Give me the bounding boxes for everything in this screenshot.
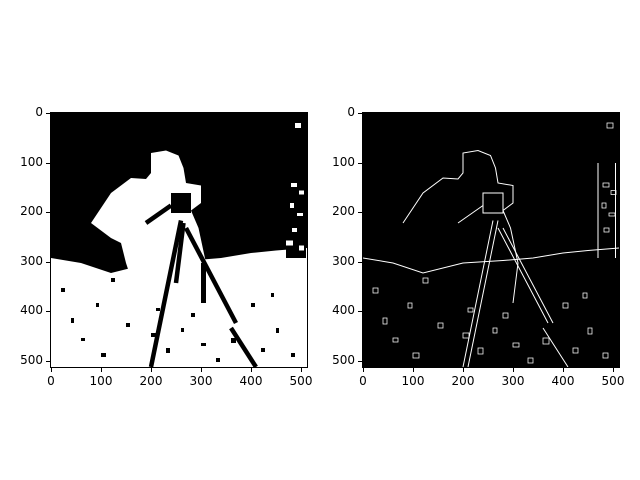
x-tick-mark <box>301 368 302 372</box>
x-tick-label: 0 <box>47 374 55 388</box>
thresholded-image-panel <box>51 113 307 367</box>
y-tick-label: 300 <box>20 253 43 268</box>
x-tick-mark <box>513 368 514 372</box>
x-tick-label: 200 <box>139 374 163 388</box>
x-tick-label: 300 <box>501 374 525 388</box>
x-tick-mark <box>363 368 364 372</box>
thresholded-image <box>51 113 307 367</box>
edge-image-panel <box>363 113 619 367</box>
edge-image <box>363 113 619 367</box>
x-tick-mark <box>201 368 202 372</box>
y-tick-mark <box>46 162 50 164</box>
y-tick-mark <box>358 361 362 363</box>
y-tick-mark <box>358 212 362 214</box>
x-tick-mark <box>613 368 614 372</box>
x-tick-label: 100 <box>401 374 425 388</box>
x-tick-mark <box>51 368 52 372</box>
x-tick-mark <box>463 368 464 372</box>
x-tick-mark <box>413 368 414 372</box>
y-tick-label: 0 <box>35 105 43 119</box>
x-tick-mark <box>251 368 252 372</box>
y-tick-label: 500 <box>332 353 355 368</box>
y-tick-mark <box>46 212 50 214</box>
y-tick-mark <box>358 162 362 164</box>
y-tick-label: 100 <box>332 154 355 169</box>
y-tick-mark <box>46 113 50 114</box>
x-tick-label: 500 <box>601 374 625 388</box>
y-tick-mark <box>358 261 362 263</box>
y-tick-mark <box>358 113 362 114</box>
x-tick-mark <box>101 368 102 372</box>
y-tick-label: 200 <box>332 204 355 219</box>
y-tick-label: 400 <box>20 303 43 318</box>
y-tick-label: 300 <box>332 253 355 268</box>
y-tick-mark <box>358 311 362 313</box>
y-tick-label: 500 <box>20 353 43 368</box>
x-tick-label: 300 <box>189 374 213 388</box>
y-tick-label: 200 <box>20 204 43 219</box>
x-tick-label: 400 <box>239 374 263 388</box>
y-tick-mark <box>46 361 50 363</box>
y-tick-label: 100 <box>20 154 43 169</box>
x-tick-label: 100 <box>89 374 113 388</box>
y-tick-mark <box>46 311 50 313</box>
x-tick-label: 0 <box>359 374 367 388</box>
y-tick-label: 0 <box>347 105 355 119</box>
y-tick-label: 400 <box>332 303 355 318</box>
x-tick-label: 500 <box>289 374 313 388</box>
y-tick-mark <box>46 261 50 263</box>
x-tick-label: 200 <box>451 374 475 388</box>
x-tick-mark <box>563 368 564 372</box>
x-tick-mark <box>151 368 152 372</box>
x-tick-label: 400 <box>551 374 575 388</box>
